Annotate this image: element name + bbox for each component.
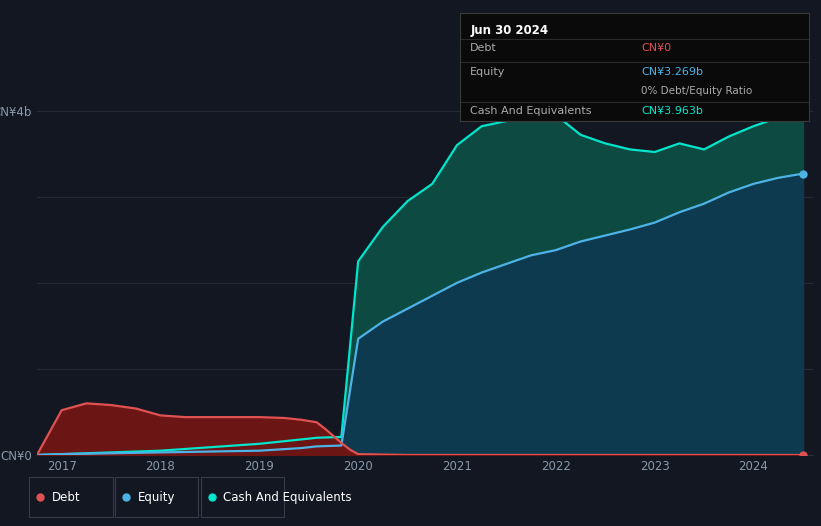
Text: Cash And Equivalents: Cash And Equivalents	[470, 106, 592, 116]
Text: CN¥3.269b: CN¥3.269b	[641, 67, 704, 77]
Text: Equity: Equity	[138, 491, 175, 503]
Text: Jun 30 2024: Jun 30 2024	[470, 24, 548, 37]
Text: CN¥3.963b: CN¥3.963b	[641, 106, 703, 116]
Text: Debt: Debt	[470, 43, 497, 53]
Text: Debt: Debt	[52, 491, 80, 503]
Text: 0% Debt/Equity Ratio: 0% Debt/Equity Ratio	[641, 86, 753, 96]
Text: CN¥0: CN¥0	[641, 43, 672, 53]
Text: Equity: Equity	[470, 67, 506, 77]
Text: Cash And Equivalents: Cash And Equivalents	[223, 491, 352, 503]
